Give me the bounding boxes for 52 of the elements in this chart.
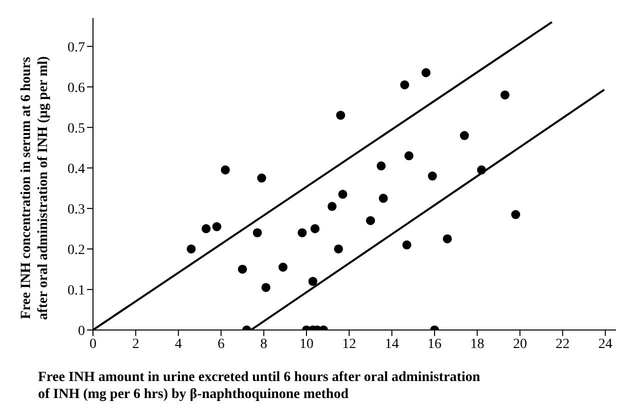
point — [422, 68, 431, 78]
point — [477, 165, 486, 174]
point — [402, 240, 412, 250]
x-tick-label: 4 — [174, 336, 182, 352]
y-tick-label: 0.3 — [68, 202, 85, 218]
point — [334, 244, 344, 254]
x-tick-label: 10 — [299, 336, 314, 352]
point — [278, 262, 288, 272]
x-tick-label: 2 — [132, 336, 140, 352]
y-tick-label: 0.7 — [68, 40, 85, 56]
point — [308, 276, 318, 286]
point — [186, 244, 196, 254]
x-tick-label: 18 — [470, 336, 484, 352]
point — [378, 194, 388, 203]
point — [500, 90, 510, 100]
x-tick-label: 14 — [384, 336, 399, 352]
x-tick-label: 20 — [512, 336, 527, 352]
x-tick-label: 16 — [428, 336, 442, 352]
point — [202, 224, 211, 234]
point — [338, 190, 348, 199]
x-tick-label: 24 — [598, 336, 612, 352]
point — [511, 210, 520, 220]
point — [298, 228, 307, 238]
point — [252, 228, 262, 238]
point — [428, 172, 437, 181]
point — [366, 216, 376, 226]
y-tick-label: 0.2 — [68, 242, 85, 258]
x-tick-label: 22 — [556, 336, 570, 352]
point — [238, 264, 247, 274]
point — [460, 131, 469, 140]
point — [376, 161, 386, 170]
point — [404, 151, 414, 160]
point — [261, 282, 270, 292]
x-tick-label: 0 — [90, 336, 96, 352]
point — [336, 110, 346, 120]
y-tick-label: 0.5 — [68, 121, 85, 136]
point — [257, 174, 266, 183]
point — [310, 224, 320, 234]
y-tick-label: 0 — [78, 324, 85, 339]
y-axis-title: Free INH concentration in serum at 6 hours after oral administration of INH (μg per ml) — [19, 56, 51, 320]
point — [442, 234, 452, 244]
x-tick-label: 8 — [260, 336, 268, 352]
x-tick-label: 12 — [342, 336, 356, 352]
point — [400, 80, 410, 90]
y-tick-label: 0.1 — [68, 283, 85, 298]
point — [328, 202, 337, 211]
y-tick-label: 0.6 — [68, 80, 85, 96]
x-tick-label: 6 — [218, 336, 225, 352]
y-tick-label: 0.4 — [68, 162, 85, 177]
point — [212, 222, 222, 232]
point — [220, 165, 230, 174]
x-axis-title: Free INH amount in urine excreted until 6 hours after oral administration of INH (mg per 6 hrs) by β-naphthoquinone method — [38, 370, 480, 402]
